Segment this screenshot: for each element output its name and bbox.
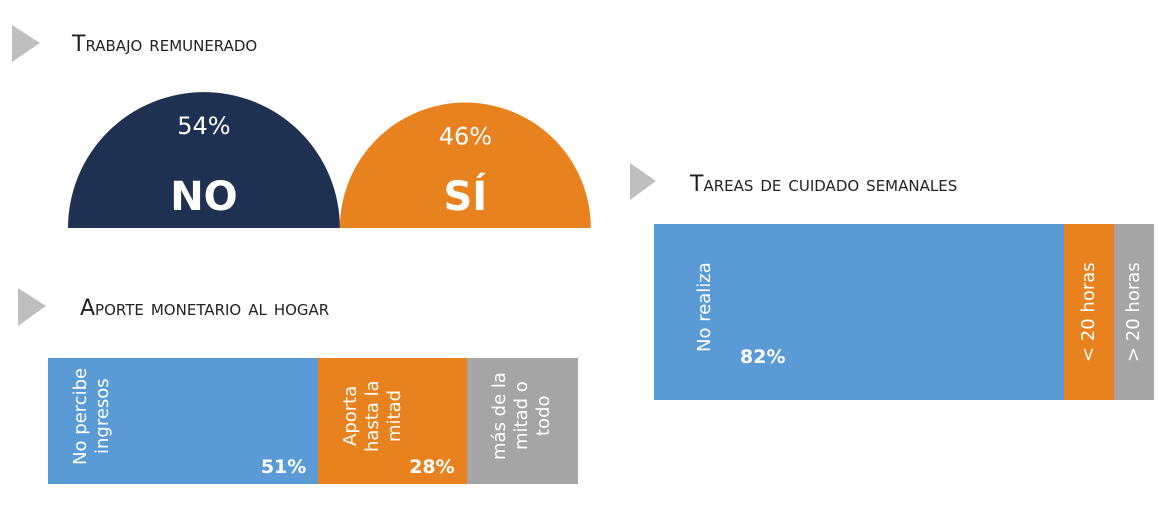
marker: [18, 288, 46, 326]
bar-segment: < 20 horas: [1064, 224, 1114, 400]
category-label: No realiza: [694, 262, 715, 352]
category-label: < 20 horas: [1078, 262, 1099, 362]
value-label: 82%: [740, 346, 786, 368]
value-label: 28%: [409, 456, 455, 478]
bar-segment: Aporta hasta la mitad 28%: [318, 358, 467, 484]
semicircle: [339, 102, 591, 228]
marker: [12, 25, 40, 62]
category-label: Aporta hasta la mitad: [340, 380, 406, 452]
value-label: 46%: [439, 123, 492, 151]
stacked-bar: No realiza 82% < 20 horas > 20 horas: [654, 224, 1154, 400]
value-label: 54%: [177, 112, 230, 140]
bar-segment: No percibe ingresos 51%: [48, 358, 319, 484]
category-label: No percibe ingresos: [70, 367, 113, 465]
category-label: más de la mitad o todo: [488, 372, 554, 460]
semicircle: [68, 92, 340, 228]
bar-segment: más de la mitad o todo: [466, 358, 578, 484]
category-label: SÍ: [444, 172, 488, 220]
bar-segment: No realiza 82%: [654, 224, 1064, 400]
bar-segment: > 20 horas: [1114, 224, 1154, 400]
category-label: > 20 horas: [1123, 262, 1144, 362]
marker: [630, 163, 656, 200]
chart-title: Aporte monetario al hogar: [80, 296, 330, 321]
stacked-bar: No percibe ingresos 51% Aporta hasta la mi…: [48, 358, 578, 484]
category-label: NO: [170, 174, 237, 220]
value-label: 51%: [260, 456, 307, 478]
chart-title: Tareas de cuidado semanales: [690, 172, 958, 197]
chart-title: Trabajo remunerado: [72, 32, 258, 57]
